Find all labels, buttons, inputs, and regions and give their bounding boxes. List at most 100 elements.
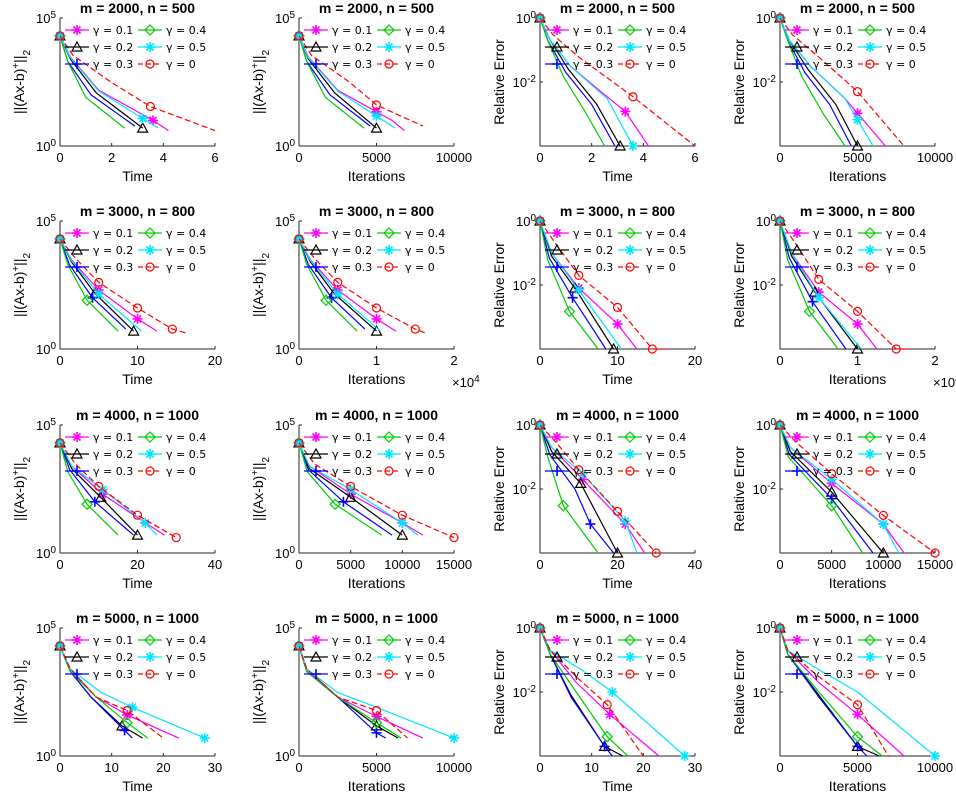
x-exponent: ×104 xyxy=(452,374,480,391)
series-marker xyxy=(370,716,383,729)
subplot-title: m = 5000, n = 1000 xyxy=(76,610,199,626)
series-line xyxy=(299,35,396,129)
x-tick-label: 10000 xyxy=(436,150,472,165)
x-tick-label: 40 xyxy=(688,557,702,572)
legend-label: γ = 0.5 xyxy=(166,41,206,54)
legend-label: γ = 0.4 xyxy=(166,24,206,37)
series-line xyxy=(780,220,908,350)
plot-area xyxy=(780,425,935,553)
series-marker xyxy=(371,313,382,324)
y-tick-label: 100 xyxy=(516,417,536,434)
y-axis-label: Relative Error xyxy=(491,649,507,735)
legend-label: γ = 0.2 xyxy=(573,448,613,461)
series-start-marker xyxy=(294,640,304,651)
legend-label: γ = 0.2 xyxy=(332,244,372,257)
series-line xyxy=(60,35,125,129)
series-marker xyxy=(827,469,837,479)
legend-marker xyxy=(145,245,155,255)
legend-marker xyxy=(792,25,802,35)
series-marker xyxy=(612,319,623,330)
series-marker xyxy=(628,92,638,102)
series-line xyxy=(540,424,657,554)
legend-marker xyxy=(624,227,636,239)
legend-label: γ = 0.5 xyxy=(405,651,445,664)
legend-label: γ = 0.2 xyxy=(332,651,372,664)
series-marker xyxy=(131,528,144,540)
legend-label: γ = 0.4 xyxy=(405,227,445,240)
legend-label: γ = 0.2 xyxy=(93,448,133,461)
legend-marker xyxy=(625,262,635,272)
x-exponent: ×104 xyxy=(933,374,956,391)
subplot-12: m = 4000, n = 1000 0 5000 10000 15000 10-2 100… xyxy=(731,407,953,591)
subplot-title: m = 2000, n = 500 xyxy=(319,0,434,16)
legend-label: γ = 0.1 xyxy=(573,227,613,240)
x-tick-label: 0 xyxy=(56,760,63,775)
legend-marker xyxy=(145,466,155,476)
legend-marker xyxy=(625,669,635,679)
legend: γ = 0.1 γ = 0.2 γ = 0.3 γ = 0.4 γ = 0.5 γ = 0 xyxy=(545,227,686,274)
legend-marker xyxy=(384,669,394,679)
subplot-title: m = 3000, n = 800 xyxy=(80,203,195,219)
x-axis-label: Iterations xyxy=(829,168,887,184)
series-marker xyxy=(410,324,420,334)
series-marker xyxy=(320,294,332,307)
x-axis-label: Time xyxy=(122,371,153,387)
plot-area xyxy=(60,18,215,146)
series-marker xyxy=(574,477,587,488)
subplot-title: m = 2000, n = 500 xyxy=(560,0,675,16)
series-marker xyxy=(371,111,382,122)
legend: γ = 0.1 γ = 0.2 γ = 0.3 γ = 0.4 γ = 0.5 γ = 0 xyxy=(785,227,926,274)
legend-marker xyxy=(624,431,636,443)
legend-marker xyxy=(311,669,321,679)
legend-label: γ = 0 xyxy=(886,261,916,274)
series-marker xyxy=(119,725,130,736)
series-line xyxy=(540,424,615,554)
series-line xyxy=(780,220,862,350)
legend-marker xyxy=(311,466,321,476)
subplot-7: m = 3000, n = 800 0 10 20 10-2 100 Time Relativ… xyxy=(491,203,702,387)
series-start-marker xyxy=(775,420,785,430)
legend-label: γ = 0.2 xyxy=(813,41,853,54)
legend-marker xyxy=(624,24,636,36)
series-marker xyxy=(132,510,143,520)
legend-marker xyxy=(144,24,156,36)
legend-label: γ = 0.4 xyxy=(886,227,926,240)
series-line xyxy=(60,442,119,536)
series-start-marker xyxy=(294,437,304,448)
legend-marker xyxy=(625,449,635,459)
series-line xyxy=(540,220,622,350)
series-marker xyxy=(127,702,138,713)
series-marker xyxy=(122,705,132,716)
legend-label: γ = 0.3 xyxy=(332,261,372,274)
series-marker xyxy=(813,292,824,303)
series-line xyxy=(60,645,205,739)
series-marker xyxy=(574,465,584,475)
series-line xyxy=(299,442,393,536)
legend-label: γ = 0.5 xyxy=(646,448,686,461)
legend-marker xyxy=(144,227,156,239)
subplot-8: m = 3000, n = 800 0 1 2 ×104 10-2 100 Iteration… xyxy=(731,203,956,390)
series-marker xyxy=(878,510,888,520)
legend: γ = 0.1 γ = 0.2 γ = 0.3 γ = 0.4 γ = 0.5 γ = 0 xyxy=(785,431,926,478)
series-line xyxy=(780,424,864,554)
legend-marker xyxy=(384,449,394,459)
legend-marker xyxy=(865,59,875,69)
series-marker xyxy=(371,711,382,722)
series-marker xyxy=(563,305,576,318)
x-tick-label: 5000 xyxy=(817,557,846,572)
subplot-title: m = 3000, n = 800 xyxy=(560,203,675,219)
series-marker xyxy=(93,289,104,300)
series-marker xyxy=(89,496,100,507)
subplot-2: m = 2000, n = 500 0 5000 10000 100 105 Iterati… xyxy=(250,0,473,184)
y-axis-label: ||(Ax-b)+||2 xyxy=(250,660,272,725)
series-start-marker xyxy=(294,641,304,651)
series-marker xyxy=(136,121,149,133)
legend-label: γ = 0.3 xyxy=(813,668,853,681)
legend-label: γ = 0.2 xyxy=(813,651,853,664)
x-tick-label: 5000 xyxy=(843,760,872,775)
subplot-title: m = 5000, n = 1000 xyxy=(796,610,919,626)
series-marker xyxy=(851,139,864,151)
y-tick-label: 10-2 xyxy=(753,74,777,91)
legend-marker xyxy=(865,449,875,459)
series-marker xyxy=(371,303,382,313)
